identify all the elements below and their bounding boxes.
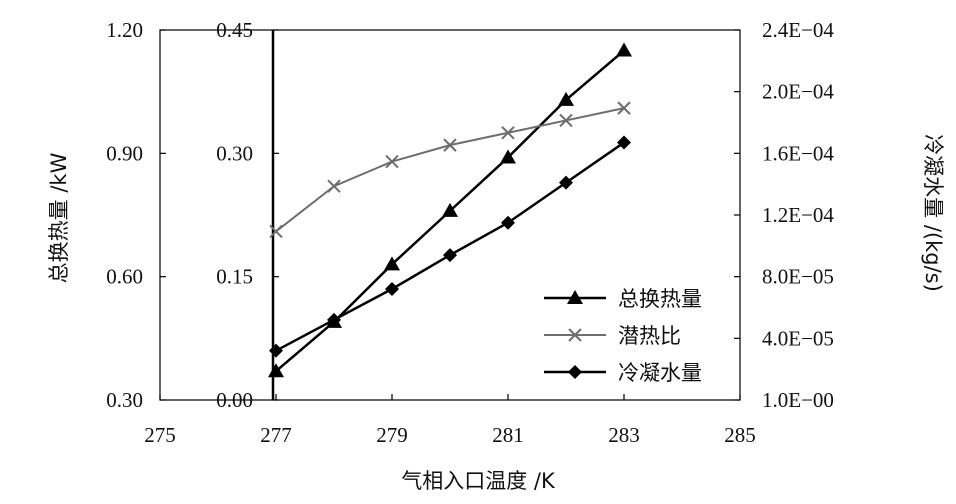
left-outer-tick-label: 0.60	[106, 265, 143, 289]
data-point-latent-ratio	[269, 224, 283, 239]
data-point-latent-ratio	[385, 154, 399, 169]
right-tick-label: 1.6E−04	[762, 141, 834, 165]
legend-marker	[567, 290, 583, 304]
right-tick-label: 2.4E−04	[762, 18, 834, 42]
right-tick-label: 2.0E−04	[762, 80, 834, 104]
left-inner-tick-label: 0.00	[216, 388, 253, 412]
left-inner-axis-ticks: 0.45 0.30 0.15 0.00	[216, 18, 279, 412]
data-point-condensate	[617, 135, 631, 150]
right-axis-title: 冷凝水量 /(kg/s)	[921, 134, 945, 292]
left-axis-title: 总换热量 /kW	[47, 152, 71, 283]
left-outer-tick-label: 0.30	[106, 388, 143, 412]
right-tick-label: 1.0E−00	[762, 388, 834, 412]
legend-item-total-heat: 总换热量	[544, 287, 702, 311]
legend-item-condensate: 冷凝水量	[544, 361, 702, 385]
series-layer	[268, 42, 632, 378]
data-point-condensate	[559, 175, 573, 190]
left-inner-tick-label: 0.30	[216, 141, 253, 165]
data-point-condensate	[501, 215, 515, 230]
left-inner-tick-label: 0.45	[216, 18, 253, 42]
data-point-total-heat	[268, 363, 284, 378]
right-tick-label: 4.0E−05	[762, 326, 834, 350]
legend-label: 总换热量	[618, 287, 702, 311]
x-tick-label: 277	[260, 423, 292, 447]
data-point-latent-ratio	[559, 113, 573, 128]
data-point-latent-ratio	[327, 179, 341, 193]
x-tick-label: 279	[376, 423, 408, 447]
x-tick-label: 283	[608, 423, 640, 447]
right-axis-ticks: 2.4E−04 2.0E−04 1.6E−04 1.2E−04 8.0E−05 4.0E−…	[734, 18, 834, 412]
data-point-total-heat	[384, 256, 400, 271]
data-point-condensate	[269, 343, 283, 358]
data-point-latent-ratio	[617, 101, 631, 115]
data-point-latent-ratio	[443, 138, 457, 152]
data-point-condensate	[327, 312, 341, 327]
legend-label: 潜热比	[618, 324, 681, 348]
data-point-condensate	[385, 282, 399, 296]
legend-label: 冷凝水量	[618, 361, 702, 385]
data-point-total-heat	[558, 91, 574, 106]
x-axis-ticks: 275 277 279 281 283 285	[144, 394, 756, 447]
x-tick-label: 275	[144, 423, 176, 447]
left-inner-tick-label: 0.15	[216, 265, 253, 289]
right-tick-label: 1.2E−04	[762, 203, 834, 227]
data-point-latent-ratio	[501, 126, 515, 140]
right-tick-label: 8.0E−05	[762, 265, 834, 289]
x-tick-label: 285	[724, 423, 756, 447]
series-condensate	[269, 135, 631, 358]
left-outer-tick-label: 0.90	[106, 141, 143, 165]
x-tick-label: 281	[492, 423, 524, 447]
data-point-total-heat	[442, 202, 458, 217]
left-outer-tick-label: 1.20	[106, 18, 143, 42]
data-point-condensate	[443, 248, 457, 263]
legend-marker	[568, 365, 582, 379]
legend-marker	[568, 328, 582, 342]
series-latent-ratio	[269, 101, 631, 239]
legend-item-latent-ratio: 潜热比	[544, 324, 681, 348]
x-axis-title: 气相入口温度 /K	[401, 469, 556, 493]
data-point-total-heat	[500, 149, 516, 164]
left-outer-axis-ticks: 1.20 0.90 0.60 0.30	[106, 18, 166, 412]
data-point-total-heat	[616, 42, 632, 57]
